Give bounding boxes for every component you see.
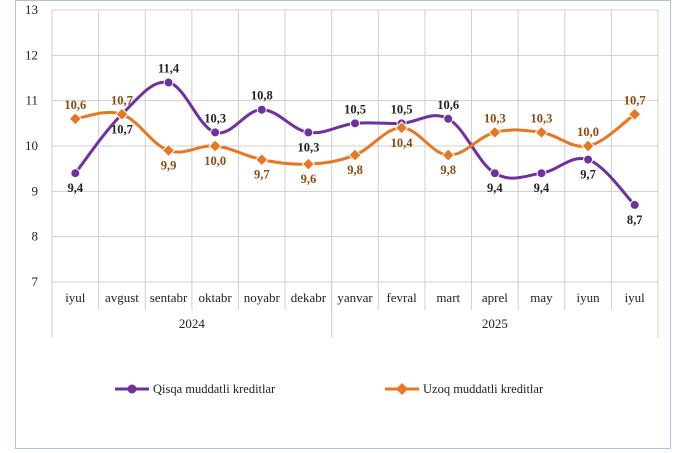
data-label-uzoq: 9,8 (347, 163, 363, 177)
point-uzoq (488, 125, 502, 140)
data-label-qisqa: 10,5 (344, 102, 366, 116)
x-tick-label: avgust (105, 290, 139, 305)
point-uzoq (581, 139, 595, 153)
point-uzoq (441, 148, 455, 162)
point-uzoq (255, 152, 269, 167)
data-label-uzoq: 10,6 (64, 98, 86, 112)
data-label-qisqa: 10,3 (204, 111, 226, 125)
point-uzoq (208, 139, 222, 153)
y-tick-label: 8 (32, 229, 39, 244)
x-tick-label: mart (436, 290, 460, 305)
data-label-uzoq: 10,3 (484, 111, 506, 125)
data-label-qisqa: 9,4 (67, 181, 83, 195)
point-uzoq (115, 107, 129, 121)
data-label-uzoq: 10,7 (111, 93, 133, 107)
point-uzoq (394, 121, 409, 135)
x-tick-label: iyul (65, 290, 86, 305)
legend-label-qisqa: Qisqa muddatli kreditlar (153, 382, 276, 396)
data-label-qisqa: 9,4 (487, 181, 503, 195)
point-qisqa (629, 199, 640, 210)
data-label-qisqa: 8,7 (627, 213, 643, 227)
x-tick-label: noyabr (244, 290, 281, 305)
point-qisqa (536, 168, 547, 179)
legend-label-uzoq: Uzoq muddatli kreditlar (423, 382, 544, 396)
point-uzoq (161, 143, 176, 158)
x-tick-label: iyun (577, 290, 601, 305)
data-label-qisqa: 10,7 (111, 122, 133, 136)
x-tick-label: aprel (482, 290, 508, 305)
data-label-uzoq: 9,8 (440, 163, 456, 177)
data-label-uzoq: 10,0 (204, 154, 226, 168)
data-label-qisqa: 9,7 (580, 168, 596, 182)
data-label-uzoq: 10,3 (531, 111, 553, 125)
point-uzoq (348, 148, 362, 162)
x-tick-label: may (530, 290, 553, 305)
year-label-2024: 2024 (179, 316, 206, 331)
point-qisqa (489, 168, 500, 179)
x-tick-label: sentabr (150, 290, 188, 305)
point-qisqa (256, 104, 267, 115)
chart-frame (15, 0, 671, 449)
data-label-uzoq: 9,6 (301, 172, 317, 186)
point-qisqa (583, 154, 594, 165)
x-tick-label: iyul (625, 290, 646, 305)
x-tick-label: oktabr (199, 290, 233, 305)
data-label-qisqa: 9,4 (534, 181, 550, 195)
data-label-qisqa: 10,6 (437, 98, 459, 112)
x-tick-label: fevral (386, 290, 417, 305)
x-tick-label: yanvar (337, 290, 373, 305)
point-uzoq (68, 112, 83, 126)
point-qisqa (350, 118, 360, 129)
legend-marker-uzoq (396, 383, 408, 395)
point-uzoq (534, 125, 549, 140)
point-uzoq (301, 157, 316, 171)
data-label-qisqa: 10,8 (251, 89, 273, 103)
data-label-uzoq: 9,9 (161, 159, 177, 173)
data-label-qisqa: 11,4 (158, 62, 180, 76)
point-uzoq (627, 107, 642, 121)
data-label-uzoq: 10,4 (391, 136, 414, 150)
x-tick-label: dekabr (291, 290, 327, 305)
y-tick-label: 9 (32, 183, 39, 198)
y-tick-label: 10 (25, 138, 38, 153)
point-qisqa (163, 77, 174, 88)
y-tick-label: 13 (25, 2, 38, 17)
point-qisqa (210, 127, 221, 138)
legend-marker-qisqa (127, 384, 137, 394)
data-label-qisqa: 10,3 (297, 140, 319, 154)
data-label-uzoq: 10,0 (577, 125, 599, 139)
data-label-qisqa: 10,5 (391, 102, 413, 116)
point-qisqa (443, 113, 454, 124)
y-tick-label: 12 (25, 47, 38, 62)
y-tick-label: 11 (25, 93, 38, 108)
year-label-2025: 2025 (482, 316, 508, 331)
data-label-uzoq: 10,7 (624, 93, 646, 107)
data-label-uzoq: 9,7 (254, 168, 270, 182)
point-qisqa (70, 168, 81, 179)
point-qisqa (303, 127, 314, 138)
y-tick-label: 7 (32, 274, 39, 289)
